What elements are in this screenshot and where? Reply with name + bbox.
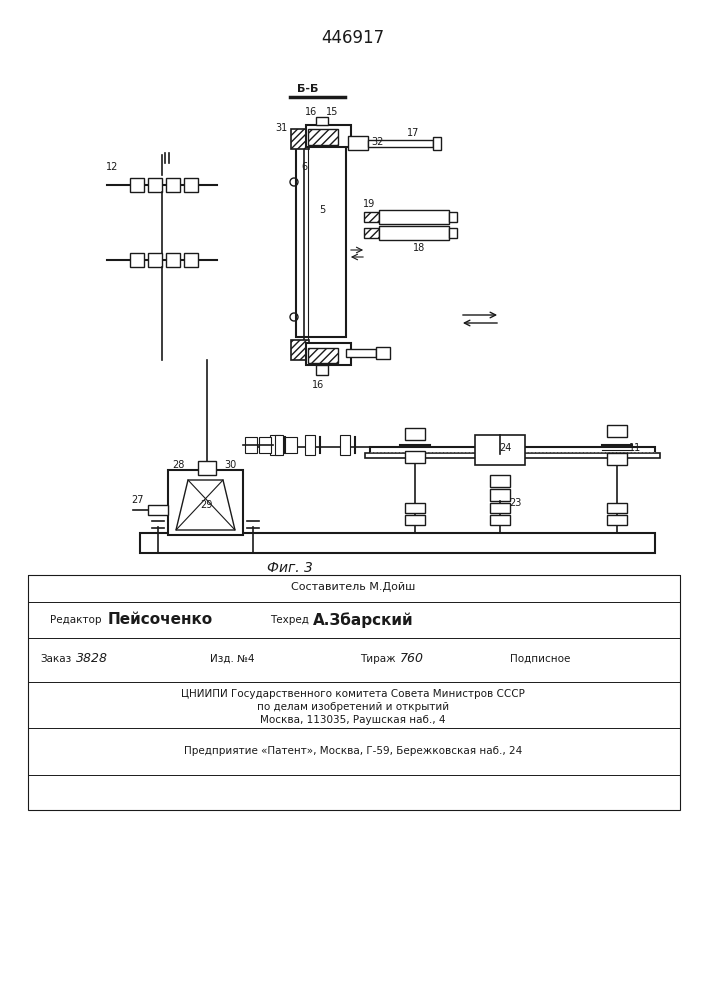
Text: 15: 15	[326, 107, 338, 117]
Text: 28: 28	[172, 460, 185, 470]
Bar	[490, 475, 510, 487]
Bar	[184, 178, 198, 192]
Text: Б-Б: Б-Б	[298, 84, 319, 94]
Bar	[449, 228, 457, 238]
Bar	[449, 212, 457, 222]
Bar	[340, 435, 350, 455]
Bar	[316, 365, 328, 375]
Bar	[148, 505, 168, 515]
Bar	[607, 503, 627, 513]
Bar	[148, 178, 162, 192]
Text: 19: 19	[363, 199, 375, 209]
Bar	[130, 178, 144, 192]
Text: Фиг. 3: Фиг. 3	[267, 561, 313, 575]
Bar	[475, 435, 525, 465]
Bar	[405, 503, 425, 513]
Bar	[130, 253, 144, 267]
Bar	[285, 437, 297, 453]
Text: Изд. №4: Изд. №4	[210, 654, 255, 664]
Text: 17: 17	[407, 128, 419, 138]
Text: Заказ: Заказ	[40, 654, 71, 664]
Text: по делам изобретений и открытий: по делам изобретений и открытий	[257, 702, 449, 712]
Bar	[490, 503, 510, 513]
Text: Составитель М.Дойш: Составитель М.Дойш	[291, 582, 415, 592]
Bar	[148, 253, 162, 267]
Text: 18: 18	[413, 243, 425, 253]
Text: Москва, 113035, Раушская наб., 4: Москва, 113035, Раушская наб., 4	[260, 715, 445, 725]
Text: Техред: Техред	[270, 615, 309, 625]
Bar	[168, 470, 243, 535]
Bar	[405, 785, 425, 797]
Text: 23: 23	[509, 498, 521, 508]
Bar	[28, 575, 680, 810]
Text: 3828: 3828	[76, 652, 108, 666]
Bar	[245, 437, 257, 453]
Bar	[198, 461, 216, 475]
Text: 6: 6	[301, 162, 307, 172]
Text: 16: 16	[305, 107, 317, 117]
Bar	[316, 117, 328, 125]
Text: 760: 760	[400, 652, 424, 666]
Bar	[379, 210, 449, 224]
Bar	[166, 178, 180, 192]
Bar	[308, 348, 338, 363]
Bar	[364, 228, 379, 238]
Bar	[275, 435, 283, 455]
Bar	[291, 340, 309, 360]
Text: А.Збарский: А.Збарский	[313, 612, 414, 628]
Bar	[308, 129, 338, 145]
Bar	[370, 447, 655, 454]
Bar	[346, 349, 376, 357]
Text: 29: 29	[200, 500, 212, 510]
Text: Редактор: Редактор	[50, 615, 102, 625]
Text: Тираж: Тираж	[360, 654, 396, 664]
Bar	[376, 347, 390, 359]
Text: Предприятие «Патент», Москва, Г-59, Бережковская наб., 24: Предприятие «Патент», Москва, Г-59, Бере…	[184, 746, 522, 756]
Bar	[270, 435, 280, 455]
Text: 11: 11	[629, 443, 641, 453]
Bar	[365, 453, 660, 458]
Bar	[607, 515, 627, 525]
Bar	[405, 428, 425, 440]
Bar	[405, 451, 425, 463]
Text: Подписное: Подписное	[510, 654, 571, 664]
Bar	[259, 437, 271, 453]
Text: 16: 16	[312, 380, 324, 390]
Text: 32: 32	[372, 137, 384, 147]
Bar	[166, 253, 180, 267]
Bar	[306, 343, 351, 365]
Bar	[140, 533, 655, 553]
Text: 31: 31	[275, 123, 287, 133]
Text: 27: 27	[132, 495, 144, 505]
Text: Пейсоченко: Пейсоченко	[108, 612, 213, 628]
Bar	[490, 489, 510, 501]
Bar	[607, 453, 627, 465]
Text: 446917: 446917	[322, 29, 385, 47]
Bar	[607, 425, 627, 437]
Bar	[490, 515, 510, 525]
Bar	[184, 253, 198, 267]
Bar	[348, 136, 368, 150]
Bar	[291, 129, 309, 149]
Text: 12: 12	[106, 162, 118, 172]
Bar	[296, 142, 346, 337]
Text: 24: 24	[499, 443, 511, 453]
Bar	[306, 125, 351, 147]
Bar	[379, 226, 449, 240]
Text: ЦНИИПИ Государственного комитета Совета Министров СССР: ЦНИИПИ Государственного комитета Совета …	[181, 689, 525, 699]
Bar	[433, 137, 441, 150]
Bar	[305, 435, 315, 455]
Bar	[368, 140, 433, 147]
Bar	[364, 212, 379, 222]
Bar	[405, 515, 425, 525]
Text: 5: 5	[319, 205, 325, 215]
Text: 30: 30	[224, 460, 236, 470]
